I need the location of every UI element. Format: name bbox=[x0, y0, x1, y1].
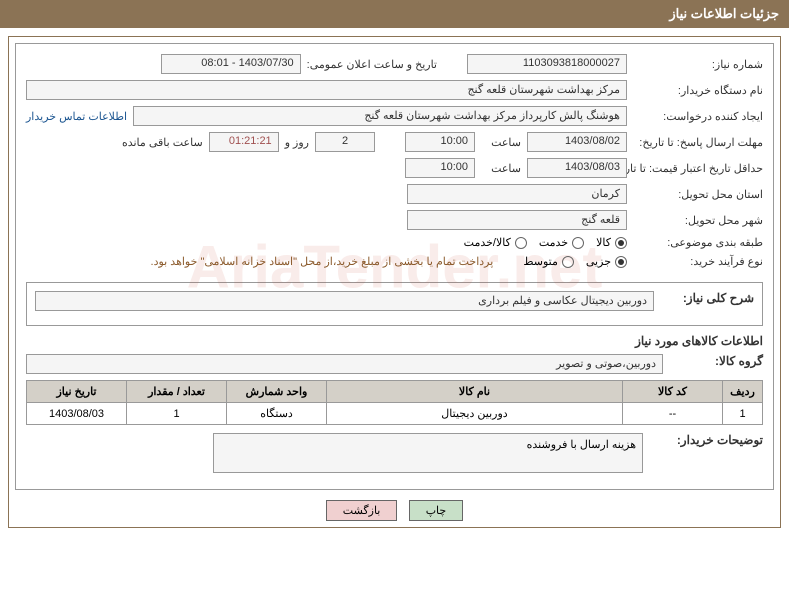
announce-datetime-field: 1403/07/30 - 08:01 bbox=[161, 54, 301, 74]
print-button[interactable]: چاپ bbox=[409, 500, 464, 521]
radio-kala-khadamat-icon bbox=[515, 237, 527, 249]
buyer-notes-label: توضیحات خریدار: bbox=[643, 433, 763, 447]
row-buyer-org: نام دستگاه خریدار: مرکز بهداشت شهرستان ق… bbox=[26, 80, 763, 100]
radio-jozi-label: جزیی bbox=[586, 255, 611, 268]
td-name: دوربین دیجیتال bbox=[327, 403, 623, 425]
back-button[interactable]: بازگشت bbox=[326, 500, 398, 521]
row-delivery-province: استان محل تحویل: کرمان bbox=[26, 184, 763, 204]
radio-motevasset-icon bbox=[562, 256, 574, 268]
th-date: تاریخ نیاز bbox=[27, 381, 127, 403]
category-radio-group: کالا خدمت کالا/خدمت bbox=[464, 236, 627, 249]
row-general-desc: شرح کلی نیاز: دوربین دیجیتال عکاسی و فیل… bbox=[35, 291, 754, 311]
row-requester: ایجاد کننده درخواست: هوشنگ پالش کارپرداز… bbox=[26, 106, 763, 126]
row-price-validity: حداقل تاریخ اعتبار قیمت: تا تاریخ: 1403/… bbox=[26, 158, 763, 178]
requester-field: هوشنگ پالش کارپرداز مرکز بهداشت شهرستان … bbox=[133, 106, 627, 126]
purchase-type-label: نوع فرآیند خرید: bbox=[633, 255, 763, 268]
th-qty: تعداد / مقدار bbox=[127, 381, 227, 403]
radio-kala-icon bbox=[615, 237, 627, 249]
payment-note: پرداخت تمام یا بخشی از مبلغ خرید،از محل … bbox=[151, 255, 494, 268]
outer-container: AriaTender.net شماره نیاز: 1103093818000… bbox=[8, 36, 781, 528]
goods-info-label: اطلاعات کالاهای مورد نیاز bbox=[26, 334, 763, 348]
radio-khadamat[interactable]: خدمت bbox=[539, 236, 584, 249]
row-response-deadline: مهلت ارسال پاسخ: تا تاریخ: 1403/08/02 سا… bbox=[26, 132, 763, 152]
time-remaining-field: 01:21:21 bbox=[209, 132, 279, 152]
td-code: -- bbox=[623, 403, 723, 425]
need-number-label: شماره نیاز: bbox=[633, 58, 763, 71]
th-unit: واحد شمارش bbox=[227, 381, 327, 403]
radio-jozi[interactable]: جزیی bbox=[586, 255, 627, 268]
radio-jozi-icon bbox=[615, 256, 627, 268]
radio-khadamat-icon bbox=[572, 237, 584, 249]
response-time-field: 10:00 bbox=[405, 132, 475, 152]
radio-kala-khadamat-label: کالا/خدمت bbox=[464, 236, 511, 249]
row-goods-group: گروه کالا: دوربین،صوتی و تصویر bbox=[26, 354, 763, 374]
td-date: 1403/08/03 bbox=[27, 403, 127, 425]
row-buyer-notes: توضیحات خریدار: هزینه ارسال با فروشنده bbox=[26, 433, 763, 473]
days-and-label: روز و bbox=[285, 136, 309, 149]
td-qty: 1 bbox=[127, 403, 227, 425]
row-purchase-type: نوع فرآیند خرید: جزیی متوسط پرداخت تمام … bbox=[26, 255, 763, 268]
general-desc-label: شرح کلی نیاز: bbox=[654, 291, 754, 305]
buyer-org-label: نام دستگاه خریدار: bbox=[633, 84, 763, 97]
td-unit: دستگاه bbox=[227, 403, 327, 425]
price-validity-label: حداقل تاریخ اعتبار قیمت: تا تاریخ: bbox=[633, 162, 763, 175]
radio-kala-khadamat[interactable]: کالا/خدمت bbox=[464, 236, 527, 249]
radio-motevasset[interactable]: متوسط bbox=[523, 255, 574, 268]
goods-group-field: دوربین،صوتی و تصویر bbox=[26, 354, 663, 374]
buyer-notes-field: هزینه ارسال با فروشنده bbox=[213, 433, 643, 473]
general-desc-field: دوربین دیجیتال عکاسی و فیلم برداری bbox=[35, 291, 654, 311]
announce-datetime-label: تاریخ و ساعت اعلان عمومی: bbox=[307, 58, 437, 71]
delivery-province-field: کرمان bbox=[407, 184, 627, 204]
td-row: 1 bbox=[723, 403, 763, 425]
contact-link[interactable]: اطلاعات تماس خریدار bbox=[26, 110, 127, 123]
response-date-field: 1403/08/02 bbox=[527, 132, 627, 152]
requester-label: ایجاد کننده درخواست: bbox=[633, 110, 763, 123]
time-label-2: ساعت bbox=[481, 162, 521, 175]
delivery-province-label: استان محل تحویل: bbox=[633, 188, 763, 201]
delivery-city-field: قلعه گنج bbox=[407, 210, 627, 230]
price-validity-time-field: 10:00 bbox=[405, 158, 475, 178]
button-row: چاپ بازگشت bbox=[15, 500, 774, 521]
need-number-field: 1103093818000027 bbox=[467, 54, 627, 74]
th-row: ردیف bbox=[723, 381, 763, 403]
radio-khadamat-label: خدمت bbox=[539, 236, 568, 249]
th-code: کد کالا bbox=[623, 381, 723, 403]
page-title: جزئیات اطلاعات نیاز bbox=[669, 6, 779, 21]
row-category: طبقه بندی موضوعی: کالا خدمت کالا/خدمت bbox=[26, 236, 763, 249]
purchase-type-radio-group: جزیی متوسط bbox=[523, 255, 627, 268]
row-need-number: شماره نیاز: 1103093818000027 تاریخ و ساع… bbox=[26, 54, 763, 74]
category-label: طبقه بندی موضوعی: bbox=[633, 236, 763, 249]
row-delivery-city: شهر محل تحویل: قلعه گنج bbox=[26, 210, 763, 230]
delivery-city-label: شهر محل تحویل: bbox=[633, 214, 763, 227]
goods-group-label: گروه کالا: bbox=[663, 354, 763, 368]
price-validity-date-field: 1403/08/03 bbox=[527, 158, 627, 178]
radio-kala-label: کالا bbox=[596, 236, 611, 249]
response-deadline-label: مهلت ارسال پاسخ: تا تاریخ: bbox=[633, 136, 763, 149]
table-header-row: ردیف کد کالا نام کالا واحد شمارش تعداد /… bbox=[27, 381, 763, 403]
general-desc-section: شرح کلی نیاز: دوربین دیجیتال عکاسی و فیل… bbox=[26, 282, 763, 326]
buyer-org-field: مرکز بهداشت شهرستان قلعه گنج bbox=[26, 80, 627, 100]
radio-motevasset-label: متوسط bbox=[523, 255, 558, 268]
inner-container: AriaTender.net شماره نیاز: 1103093818000… bbox=[15, 43, 774, 490]
th-name: نام کالا bbox=[327, 381, 623, 403]
time-remaining-label: ساعت باقی مانده bbox=[122, 136, 203, 149]
page-header: جزئیات اطلاعات نیاز bbox=[0, 0, 789, 28]
days-remaining-field: 2 bbox=[315, 132, 375, 152]
goods-table: ردیف کد کالا نام کالا واحد شمارش تعداد /… bbox=[26, 380, 763, 425]
radio-kala[interactable]: کالا bbox=[596, 236, 627, 249]
time-label-1: ساعت bbox=[481, 136, 521, 149]
table-row: 1 -- دوربین دیجیتال دستگاه 1 1403/08/03 bbox=[27, 403, 763, 425]
